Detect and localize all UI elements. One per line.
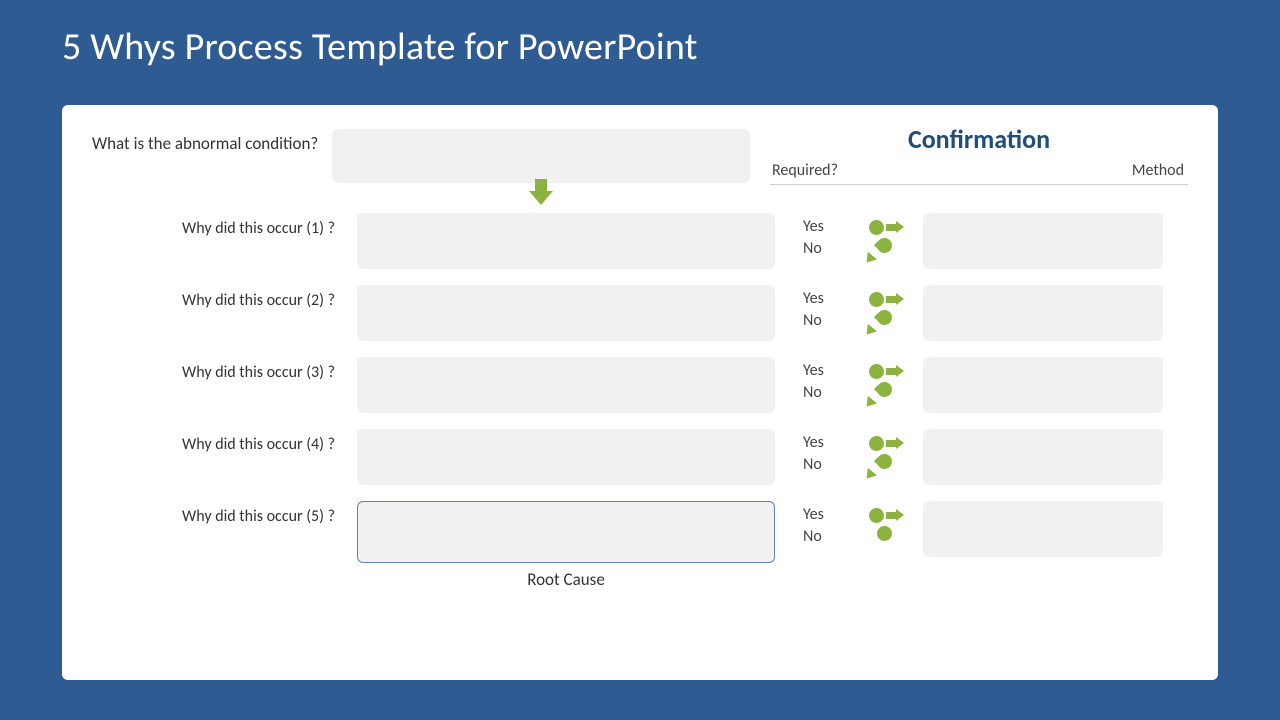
slide-title: 5 Whys Process Template for PowerPoint [0, 0, 1280, 70]
required-options: YesNo [803, 213, 869, 259]
confirmation-header-block: Confirmation Required? Method [770, 129, 1188, 185]
no-label: No [803, 454, 869, 476]
abnormal-question-label: What is the abnormal condition? [92, 129, 332, 154]
method-header: Method [1132, 161, 1184, 180]
why-row: Why did this occur (3) ? YesNo [92, 357, 1188, 413]
required-header: Required? [772, 161, 838, 180]
no-label: No [803, 526, 869, 548]
required-options: YesNo [803, 357, 869, 403]
no-label: No [803, 310, 869, 332]
abnormal-row: What is the abnormal condition? Confirma… [92, 129, 1188, 185]
why-row: Why did this occur (2) ? YesNo [92, 285, 1188, 341]
why-label: Why did this occur (1) ? [182, 213, 357, 238]
flow-arrows [869, 357, 923, 408]
no-arrow-icon [869, 454, 903, 480]
why-answer-box[interactable] [357, 213, 775, 269]
method-box[interactable] [923, 429, 1163, 485]
yes-label: Yes [803, 432, 869, 454]
yes-arrow-icon [869, 362, 923, 380]
no-arrow-icon [869, 526, 903, 552]
method-box[interactable] [923, 501, 1163, 557]
method-box[interactable] [923, 285, 1163, 341]
flow-arrows [869, 285, 923, 336]
yes-label: Yes [803, 504, 869, 526]
why-label: Why did this occur (5) ? [182, 501, 357, 526]
yes-arrow-icon [869, 290, 923, 308]
no-arrow-icon [869, 310, 903, 336]
why-label: Why did this occur (3) ? [182, 357, 357, 382]
why-answer-box[interactable] [357, 285, 775, 341]
content-panel: What is the abnormal condition? Confirma… [62, 105, 1218, 680]
yes-label: Yes [803, 360, 869, 382]
why-row: Why did this occur (5) ? YesNo [92, 501, 1188, 563]
why-row: Why did this occur (4) ? YesNo [92, 429, 1188, 485]
no-label: No [803, 382, 869, 404]
down-arrow-wrap [332, 185, 750, 213]
yes-arrow-icon [869, 434, 923, 452]
required-options: YesNo [803, 501, 869, 547]
why-answer-box[interactable] [357, 429, 775, 485]
method-box[interactable] [923, 357, 1163, 413]
why-label: Why did this occur (4) ? [182, 429, 357, 454]
down-arrow-icon [529, 191, 553, 205]
required-options: YesNo [803, 429, 869, 475]
confirmation-column-headers: Required? Method [770, 161, 1188, 185]
abnormal-answer-box[interactable] [332, 129, 750, 183]
required-options: YesNo [803, 285, 869, 331]
why-answer-box[interactable] [357, 501, 775, 563]
yes-label: Yes [803, 216, 869, 238]
method-box[interactable] [923, 213, 1163, 269]
no-arrow-icon [869, 238, 903, 264]
flow-arrows [869, 429, 923, 480]
no-arrow-icon [869, 382, 903, 408]
why-answer-box[interactable] [357, 357, 775, 413]
yes-arrow-icon [869, 218, 923, 236]
why-label: Why did this occur (2) ? [182, 285, 357, 310]
yes-label: Yes [803, 288, 869, 310]
flow-arrows [869, 501, 923, 552]
root-cause-label: Root Cause [357, 569, 775, 590]
flow-arrows [869, 213, 923, 264]
confirmation-title: Confirmation [770, 123, 1188, 155]
why-row: Why did this occur (1) ? YesNo [92, 213, 1188, 269]
no-label: No [803, 238, 869, 260]
why-rows: Why did this occur (1) ?YesNoWhy did thi… [92, 213, 1188, 563]
yes-arrow-icon [869, 506, 923, 524]
